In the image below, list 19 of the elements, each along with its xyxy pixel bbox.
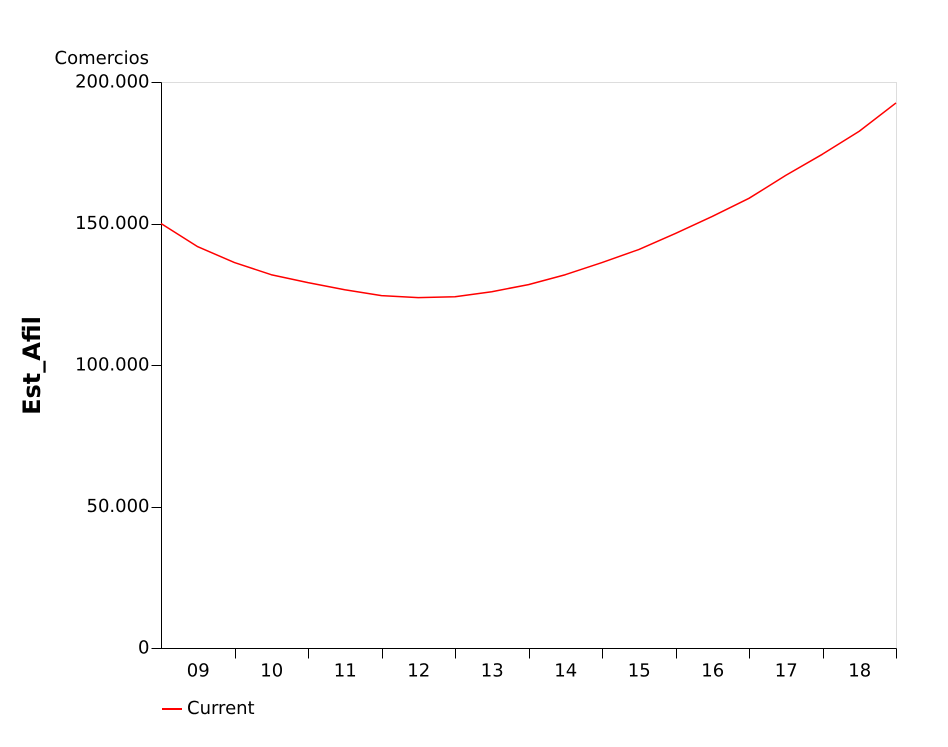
x-tick-label: 17 [774, 660, 798, 682]
text: Comercios [54, 48, 149, 69]
y-tick-label: 50.000 [86, 496, 150, 517]
x-tick-label: 10 [260, 660, 284, 682]
x-tick-label: 18 [848, 660, 872, 682]
x-tick-label: 15 [628, 660, 651, 682]
x-tick-label: 11 [334, 660, 357, 682]
line-series [160, 102, 897, 298]
x-tick-label: 12 [407, 660, 430, 682]
x-tick-label: 13 [480, 660, 504, 682]
x-tick-label: 14 [554, 660, 578, 682]
y-tick-label: 200.000 [75, 72, 150, 92]
legend-label: Current [187, 698, 255, 719]
y-axis-title: Est_Afil [18, 316, 46, 415]
y-tick-label: 150.000 [75, 213, 150, 234]
x-tick-label: 16 [701, 660, 724, 682]
y-tick-label: 100.000 [75, 354, 150, 376]
y-tick-label: 0 [138, 638, 150, 658]
x-tick-label: 09 [186, 660, 210, 682]
